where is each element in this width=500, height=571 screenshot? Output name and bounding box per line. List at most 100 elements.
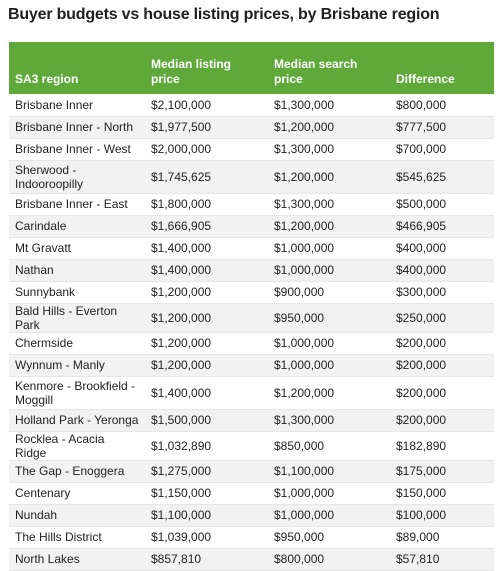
search-price-cell: $1,300,000	[268, 138, 390, 161]
search-price-cell: $1,000,000	[268, 354, 390, 377]
region-cell: Sherwood - Indooroopilly	[9, 160, 145, 194]
listing-price-cell: $1,200,000	[145, 281, 268, 304]
column-header-listing-price: Median listing price	[145, 42, 268, 94]
search-price-cell: $1,200,000	[268, 215, 390, 238]
table-row: Bald Hills - Everton Park $1,200,000 $950,…	[9, 303, 494, 333]
listing-price-cell: $1,500,000	[145, 409, 268, 432]
table-row: Centenary $1,150,000 $1,000,000 $150,000	[9, 482, 494, 505]
listing-price-cell: $2,100,000	[145, 94, 268, 117]
search-price-cell: $850,000	[268, 431, 390, 461]
region-cell: Brisbane Inner - West	[9, 138, 145, 161]
difference-cell: $150,000	[390, 482, 494, 505]
listing-price-cell: $1,745,625	[145, 160, 268, 194]
table-row: Brisbane Inner - West $2,000,000 $1,300,00…	[9, 138, 494, 161]
listing-price-cell: $1,039,000	[145, 526, 268, 549]
difference-cell: $57,810	[390, 548, 494, 571]
table-row: Brisbane Inner $2,100,000 $1,300,000 $800,0…	[9, 94, 494, 117]
region-cell: Holland Park - Yeronga	[9, 409, 145, 432]
table-row: Sunnybank $1,200,000 $900,000 $300,000	[9, 281, 494, 304]
search-price-cell: $1,200,000	[268, 116, 390, 139]
region-cell: Nundah	[9, 504, 145, 527]
listing-price-cell: $1,200,000	[145, 354, 268, 377]
table-row: Brisbane Inner - North $1,977,500 $1,200,0…	[9, 116, 494, 139]
listing-price-cell: $1,800,000	[145, 193, 268, 216]
region-cell: Brisbane Inner - East	[9, 193, 145, 216]
search-price-cell: $1,000,000	[268, 259, 390, 282]
search-price-cell: $1,300,000	[268, 409, 390, 432]
column-header-difference: Difference	[390, 42, 494, 94]
table-row: Kenmore - Brookfield - Moggill $1,400,000…	[9, 376, 494, 410]
difference-cell: $89,000	[390, 526, 494, 549]
region-cell: The Gap - Enoggera	[9, 460, 145, 483]
region-cell: Bald Hills - Everton Park	[9, 303, 145, 333]
listing-price-cell: $1,100,000	[145, 504, 268, 527]
listing-price-cell: $1,275,000	[145, 460, 268, 483]
difference-cell: $300,000	[390, 281, 494, 304]
difference-cell: $200,000	[390, 409, 494, 432]
listing-price-cell: $2,000,000	[145, 138, 268, 161]
search-price-cell: $1,000,000	[268, 237, 390, 260]
table-row: Rocklea - Acacia Ridge $1,032,890 $850,000…	[9, 431, 494, 461]
column-header-search-price: Median search price	[268, 42, 390, 94]
difference-cell: $500,000	[390, 193, 494, 216]
difference-cell: $100,000	[390, 504, 494, 527]
table-row: Brisbane Inner - East $1,800,000 $1,300,00…	[9, 193, 494, 216]
search-price-cell: $1,300,000	[268, 193, 390, 216]
region-cell: Mt Gravatt	[9, 237, 145, 260]
table-row: Sherwood - Indooroopilly $1,745,625 $1,200…	[9, 160, 494, 194]
search-price-cell: $1,000,000	[268, 504, 390, 527]
table-row: Wynnum - Manly $1,200,000 $1,000,000 $200,0…	[9, 354, 494, 377]
listing-price-cell: $1,400,000	[145, 259, 268, 282]
search-price-cell: $950,000	[268, 303, 390, 333]
table-row: Nathan $1,400,000 $1,000,000 $400,000	[9, 259, 494, 282]
table-row: Mt Gravatt $1,400,000 $1,000,000 $400,000	[9, 237, 494, 260]
difference-cell: $400,000	[390, 237, 494, 260]
search-price-cell: $1,000,000	[268, 482, 390, 505]
table-row: Chermside $1,200,000 $1,000,000 $200,000	[9, 332, 494, 355]
difference-cell: $182,890	[390, 431, 494, 461]
table-row: The Gap - Enoggera $1,275,000 $1,100,000 $1…	[9, 460, 494, 483]
page-title: Buyer budgets vs house listing prices, b…	[8, 6, 440, 23]
region-cell: Brisbane Inner	[9, 94, 145, 117]
difference-cell: $175,000	[390, 460, 494, 483]
listing-price-cell: $1,150,000	[145, 482, 268, 505]
search-price-cell: $800,000	[268, 548, 390, 571]
listing-price-cell: $857,810	[145, 548, 268, 571]
search-price-cell: $900,000	[268, 281, 390, 304]
region-cell: Chermside	[9, 332, 145, 355]
region-cell: Wynnum - Manly	[9, 354, 145, 377]
table-header-row: SA3 region Median listing price Median s…	[9, 42, 494, 94]
search-price-cell: $1,000,000	[268, 332, 390, 355]
table-body: Brisbane Inner $2,100,000 $1,300,000 $800,0…	[9, 94, 494, 571]
search-price-cell: $1,200,000	[268, 376, 390, 410]
difference-cell: $200,000	[390, 376, 494, 410]
search-price-cell: $950,000	[268, 526, 390, 549]
region-cell: Brisbane Inner - North	[9, 116, 145, 139]
region-cell: The Hills District	[9, 526, 145, 549]
table-row: Carindale $1,666,905 $1,200,000 $466,905	[9, 215, 494, 238]
region-cell: Nathan	[9, 259, 145, 282]
region-cell: North Lakes	[9, 548, 145, 571]
difference-cell: $250,000	[390, 303, 494, 333]
table-row: The Hills District $1,039,000 $950,000 $89,…	[9, 526, 494, 549]
region-cell: Rocklea - Acacia Ridge	[9, 431, 145, 461]
region-cell: Kenmore - Brookfield - Moggill	[9, 376, 145, 410]
difference-cell: $777,500	[390, 116, 494, 139]
listing-price-cell: $1,200,000	[145, 303, 268, 333]
table-row: North Lakes $857,810 $800,000 $57,810	[9, 548, 494, 571]
search-price-cell: $1,300,000	[268, 94, 390, 117]
table-row: Holland Park - Yeronga $1,500,000 $1,300,0…	[9, 409, 494, 432]
difference-cell: $200,000	[390, 332, 494, 355]
difference-cell: $200,000	[390, 354, 494, 377]
listing-price-cell: $1,666,905	[145, 215, 268, 238]
difference-cell: $400,000	[390, 259, 494, 282]
listing-price-cell: $1,400,000	[145, 376, 268, 410]
listing-price-cell: $1,200,000	[145, 332, 268, 355]
column-header-region: SA3 region	[9, 42, 145, 94]
difference-cell: $800,000	[390, 94, 494, 117]
difference-cell: $466,905	[390, 215, 494, 238]
search-price-cell: $1,200,000	[268, 160, 390, 194]
region-cell: Centenary	[9, 482, 145, 505]
difference-cell: $545,625	[390, 160, 494, 194]
listing-price-cell: $1,400,000	[145, 237, 268, 260]
